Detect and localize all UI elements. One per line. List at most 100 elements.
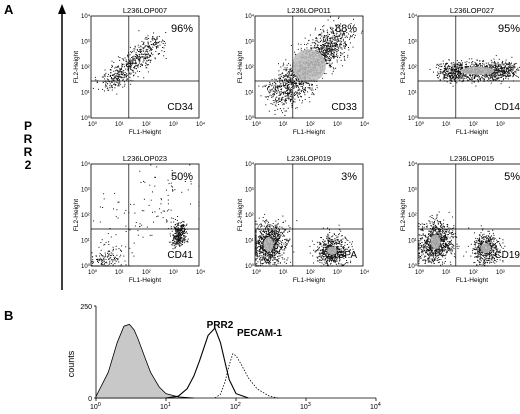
data-point — [283, 252, 285, 254]
data-point — [285, 85, 287, 86]
data-point — [290, 87, 292, 89]
data-point — [436, 64, 438, 66]
data-point — [483, 60, 485, 62]
data-point — [259, 243, 261, 245]
data-point — [177, 216, 179, 217]
data-point — [256, 241, 258, 243]
data-point — [108, 79, 110, 81]
data-point — [262, 256, 264, 258]
data-point — [326, 63, 328, 65]
data-point — [277, 238, 279, 240]
data-point — [341, 253, 343, 255]
data-point — [327, 46, 329, 48]
data-point — [151, 49, 153, 50]
data-point — [172, 248, 174, 250]
data-point — [438, 73, 440, 75]
data-point — [139, 50, 141, 52]
data-point — [321, 48, 323, 49]
data-point — [120, 250, 122, 252]
data-point — [138, 57, 140, 59]
data-point — [297, 85, 299, 87]
data-point — [300, 96, 302, 98]
data-point — [437, 77, 439, 79]
data-point — [268, 236, 270, 238]
data-point — [259, 245, 261, 247]
data-point — [461, 63, 463, 65]
data-point — [177, 224, 179, 226]
data-point — [310, 47, 312, 49]
data-point — [117, 259, 119, 261]
data-point — [150, 55, 152, 57]
data-point — [337, 252, 339, 254]
data-point — [268, 235, 270, 237]
data-point — [106, 256, 108, 258]
data-point — [139, 223, 141, 225]
data-point — [135, 60, 137, 62]
data-point — [322, 51, 324, 53]
data-point — [343, 248, 345, 250]
data-point — [139, 58, 141, 60]
data-point — [295, 84, 297, 86]
data-point — [102, 261, 104, 263]
scatter-panel: 10⁰10⁰10¹10¹10²10²10³10³10⁴10⁴FL1-Height… — [237, 154, 370, 284]
data-point — [298, 43, 299, 45]
data-point — [296, 92, 298, 94]
data-point — [284, 86, 286, 88]
data-point — [456, 77, 457, 79]
data-point — [288, 74, 290, 76]
data-point — [334, 39, 336, 41]
data-point — [330, 42, 332, 44]
data-point — [303, 83, 304, 85]
data-point — [93, 220, 95, 222]
data-point — [117, 79, 119, 81]
data-point — [112, 264, 114, 266]
data-point — [320, 44, 321, 46]
data-point — [264, 235, 266, 237]
data-point — [117, 66, 118, 68]
data-point — [451, 62, 453, 64]
data-point — [278, 99, 280, 101]
data-point — [501, 77, 502, 78]
data-point — [483, 75, 485, 77]
data-point — [482, 60, 484, 61]
data-point — [108, 241, 110, 243]
data-point — [155, 51, 157, 52]
data-point — [269, 92, 271, 94]
data-point — [336, 258, 338, 260]
data-point — [140, 51, 142, 53]
data-point — [121, 77, 123, 79]
data-point — [287, 85, 288, 86]
data-point — [110, 236, 112, 238]
data-point — [285, 102, 287, 104]
data-point — [262, 241, 264, 243]
data-point — [280, 66, 282, 68]
data-point — [497, 77, 499, 78]
data-point — [134, 46, 136, 48]
data-point — [329, 259, 331, 261]
data-point — [157, 215, 159, 217]
data-point — [130, 79, 132, 81]
data-point — [294, 53, 296, 55]
data-point — [257, 239, 259, 241]
data-point — [125, 225, 127, 227]
data-point — [278, 63, 279, 65]
data-point — [127, 68, 129, 70]
data-point — [143, 41, 145, 43]
data-point — [280, 91, 282, 93]
data-point — [347, 54, 349, 56]
data-point — [340, 38, 342, 40]
data-point — [155, 41, 157, 43]
data-point — [438, 67, 440, 69]
data-point — [495, 75, 497, 77]
data-point — [144, 45, 146, 47]
data-point — [282, 83, 284, 85]
data-point — [468, 77, 470, 79]
data-point — [275, 259, 277, 261]
data-point — [272, 233, 274, 235]
data-point — [293, 87, 295, 89]
data-point — [274, 226, 276, 228]
data-point — [323, 49, 324, 51]
data-point — [273, 232, 275, 234]
data-point — [116, 77, 118, 79]
data-point — [450, 62, 452, 64]
